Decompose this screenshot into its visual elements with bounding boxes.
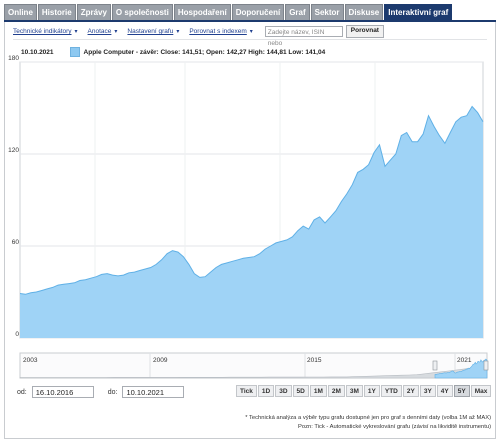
y-tick-label: 120 <box>8 147 19 154</box>
navigator-year-label: 2021 <box>457 357 472 364</box>
navigator-year-label: 2009 <box>153 357 168 364</box>
link-technical-indicators[interactable]: Technické indikátory <box>13 28 72 35</box>
y-tick-label: 180 <box>8 55 19 62</box>
info-series-values: Apple Computer - závěr: Close: 141,51; O… <box>83 48 326 56</box>
range-button-3d[interactable]: 3D <box>275 385 292 397</box>
tab-bar: Online Historie Zprávy O společnosti Hospoda… <box>4 4 453 21</box>
footnote-tick: Pozn: Tick - Automatické vykreslování gr… <box>298 424 491 430</box>
dropdown-arrow-icon[interactable]: ▾ <box>114 29 118 35</box>
compare-button[interactable]: Porovnat <box>345 25 384 38</box>
to-label: do: <box>107 388 118 396</box>
tab-underline <box>4 20 496 22</box>
range-button-1d[interactable]: 1D <box>257 385 275 397</box>
tab-hospodaření[interactable]: Hospodaření <box>173 4 231 20</box>
tab-zprávy[interactable]: Zprávy <box>76 4 111 20</box>
date-range-row: od: 16.10.2016 do: 10.10.2021 <box>17 386 198 398</box>
tab-doporučení[interactable]: Doporučení <box>231 4 285 20</box>
price-line <box>19 105 484 295</box>
navigator-handle-left[interactable] <box>432 360 438 371</box>
compare-search-input[interactable]: Zadejte název, ISIN nebo <box>264 26 343 47</box>
tab-diskuse[interactable]: Diskuse <box>344 4 384 20</box>
range-button-1y[interactable]: 1Y <box>363 385 380 397</box>
range-button-5y[interactable]: 5Y <box>453 385 470 397</box>
tab-online[interactable]: Online <box>4 4 37 20</box>
range-button-4y[interactable]: 4Y <box>436 385 453 397</box>
range-button-max[interactable]: Max <box>470 385 492 397</box>
navigator-frame <box>19 352 488 379</box>
tab-sektor[interactable]: Sektor <box>310 4 344 20</box>
link-annotations[interactable]: Anotace <box>87 28 112 35</box>
info-date: 10.10.2021 <box>21 48 54 56</box>
footnote-ta: * Technická analýza a výběr typu grafu d… <box>245 415 491 421</box>
range-button-ytd[interactable]: YTD <box>380 385 402 397</box>
navigator-selection <box>434 358 488 379</box>
navigator-year-label: 2003 <box>23 357 38 364</box>
series-swatch <box>69 47 80 57</box>
range-button-1m[interactable]: 1M <box>309 385 327 397</box>
tab-graf[interactable]: Graf <box>285 4 310 20</box>
toolbar-divider <box>13 39 487 40</box>
from-label: od: <box>17 388 27 396</box>
dropdown-arrow-icon[interactable]: ▾ <box>74 29 78 35</box>
to-date-input[interactable]: 10.10.2021 <box>122 386 185 398</box>
dropdown-arrow-icon[interactable]: ▾ <box>176 29 180 35</box>
chart-info-line: 10.10.2021 Apple Computer - závěr: Close… <box>21 47 325 57</box>
tab-o-společnosti[interactable]: O společnosti <box>111 4 173 20</box>
tab-historie[interactable]: Historie <box>37 4 76 20</box>
range-button-5d[interactable]: 5D <box>292 385 309 397</box>
range-selector: Tick 1D 3D 5D 1M 2M 3M 1Y YTD 2Y 3Y 4Y 5Y Max <box>236 385 492 397</box>
tab-interaktivní-graf[interactable]: Interaktivní graf <box>384 4 453 20</box>
y-tick-label: 60 <box>12 239 20 246</box>
chart-toolbar: Technické indikátory ▾ Anotace ▾ Nastavení… <box>13 25 384 47</box>
dropdown-arrow-icon[interactable]: ▾ <box>249 29 253 35</box>
from-date-input[interactable]: 16.10.2016 <box>31 386 94 398</box>
range-button-3m[interactable]: 3M <box>345 385 363 397</box>
y-tick-label: 0 <box>15 331 19 338</box>
range-button-2y[interactable]: 2Y <box>402 385 419 397</box>
range-button-3y[interactable]: 3Y <box>419 385 436 397</box>
range-button-tick[interactable]: Tick <box>236 385 257 397</box>
link-compare-index[interactable]: Porovnat s indexem <box>189 28 247 35</box>
navigator-handle-right[interactable] <box>483 360 489 371</box>
navigator-year-label: 2015 <box>307 357 322 364</box>
price-area <box>20 106 483 338</box>
content-panel <box>4 22 496 439</box>
link-chart-settings[interactable]: Nastavení grafu <box>127 28 174 35</box>
range-button-2m[interactable]: 2M <box>327 385 345 397</box>
